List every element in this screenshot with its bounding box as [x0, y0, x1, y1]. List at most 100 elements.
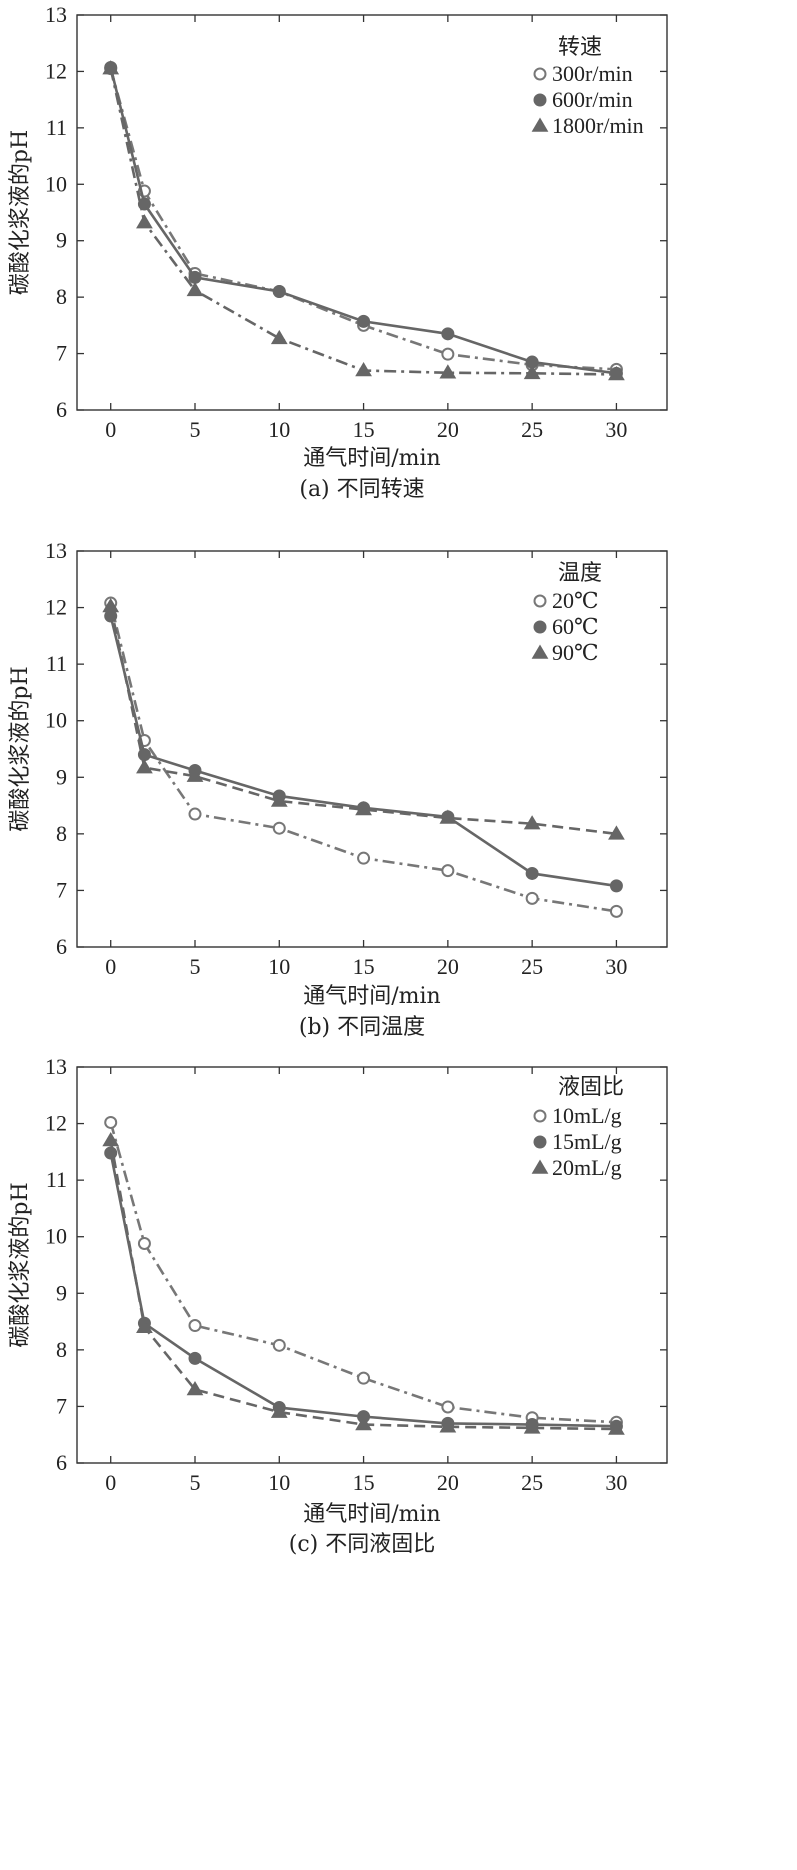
data-point — [439, 364, 457, 379]
x-tick-label: 15 — [353, 1470, 375, 1495]
x-tick-label: 15 — [353, 417, 375, 442]
y-tick-label: 8 — [56, 1337, 67, 1362]
data-point — [102, 597, 120, 613]
y-tick-label: 9 — [56, 228, 67, 253]
y-tick-label: 11 — [46, 651, 67, 676]
data-point — [188, 1319, 202, 1333]
x-axis-label: 通气时间/min — [303, 1502, 440, 1527]
data-point — [357, 1371, 371, 1385]
chart-panel-0: 6 7 8 9 10 11 12 13 0 5 10 15 20 25 30 通气时间/min 碳酸化浆液的pH… — [8, 2, 668, 502]
legend-marker — [533, 67, 547, 81]
plot-frame — [76, 1066, 668, 1464]
data-point — [441, 1400, 455, 1414]
y-tick-label: 9 — [56, 764, 67, 789]
data-point — [355, 362, 372, 377]
series-line — [109, 68, 617, 376]
data-point — [137, 1237, 151, 1251]
y-tick-label: 12 — [45, 1111, 67, 1136]
data-point — [272, 821, 286, 835]
legend-marker — [531, 644, 549, 659]
data-point — [188, 1351, 202, 1365]
legend-entry: 60℃ — [552, 614, 599, 639]
x-tick-label: 30 — [605, 417, 627, 442]
legend-entry: 300r/min — [552, 61, 633, 86]
chart-panel-2: 6 7 8 9 10 11 12 13 0 5 10 15 20 25 30 通气时间/min 碳酸化浆液的pH… — [8, 1054, 668, 1557]
series-line — [109, 1152, 617, 1428]
y-tick-label: 10 — [45, 171, 67, 196]
series-0 — [104, 1115, 623, 1429]
chart-panel-1: 6 7 8 9 10 11 12 13 0 5 10 15 20 25 30 通气时间/min 碳酸化浆液的pH… — [8, 538, 668, 1040]
series-line — [109, 602, 617, 913]
data-point — [439, 1418, 457, 1433]
data-point — [104, 1115, 118, 1129]
x-tick-label: 10 — [268, 954, 290, 979]
legend-marker — [533, 93, 547, 107]
plot-frame — [76, 14, 668, 411]
x-tick-label: 5 — [190, 417, 201, 442]
series-1 — [104, 609, 623, 893]
data-point — [608, 825, 625, 840]
legend-entry: 10mL/g — [552, 1103, 622, 1128]
x-tick-label: 20 — [437, 1470, 459, 1495]
legend-entry: 90℃ — [552, 640, 599, 665]
data-point — [270, 792, 288, 807]
data-point — [525, 866, 539, 880]
data-point — [270, 1403, 288, 1418]
x-tick-label: 20 — [437, 954, 459, 979]
y-tick-label: 7 — [56, 341, 67, 366]
data-point — [137, 748, 151, 762]
y-axis-label: 碳酸化浆液的pH — [8, 130, 33, 295]
series-line — [109, 1122, 617, 1424]
data-point — [609, 879, 623, 893]
legend-marker — [533, 620, 547, 634]
y-tick-label: 10 — [45, 708, 67, 733]
data-point — [523, 364, 541, 380]
x-tick-label: 20 — [437, 417, 459, 442]
x-axis-label: 通气时间/min — [303, 984, 440, 1009]
panel-caption: (c) 不同液固比 — [289, 1532, 435, 1557]
data-point — [355, 1416, 372, 1431]
y-tick-label: 12 — [45, 58, 67, 83]
legend-title: 转速 — [558, 35, 602, 60]
y-tick-label: 12 — [45, 595, 67, 620]
data-point — [357, 851, 371, 865]
series-2 — [102, 60, 625, 381]
data-point — [441, 347, 455, 361]
data-point — [523, 1419, 541, 1434]
data-point — [272, 1338, 286, 1352]
data-point — [188, 807, 202, 821]
series-line — [109, 68, 617, 371]
x-tick-label: 25 — [521, 417, 543, 442]
data-point — [137, 197, 151, 211]
y-tick-label: 7 — [56, 877, 67, 902]
series-0 — [104, 62, 623, 376]
legend-marker — [531, 117, 549, 132]
data-point — [136, 759, 153, 774]
y-tick-label: 11 — [46, 1167, 67, 1192]
series-1 — [104, 1146, 623, 1433]
y-axis-label: 碳酸化浆液的pH — [8, 1182, 33, 1347]
y-tick-label: 6 — [56, 397, 67, 422]
y-tick-label: 6 — [56, 1450, 67, 1475]
data-point — [357, 314, 371, 328]
legend-entry: 1800r/min — [552, 113, 644, 138]
x-tick-label: 15 — [353, 954, 375, 979]
y-tick-label: 6 — [56, 934, 67, 959]
data-point — [186, 281, 204, 297]
data-point — [441, 864, 455, 878]
data-point — [439, 809, 457, 824]
series-line — [109, 1140, 617, 1431]
legend-marker — [533, 594, 547, 608]
data-point — [102, 60, 120, 75]
series-line — [109, 67, 617, 375]
x-tick-label: 0 — [105, 417, 116, 442]
legend-marker — [533, 1135, 547, 1149]
x-axis-label: 通气时间/min — [303, 446, 440, 471]
x-tick-label: 5 — [190, 1470, 201, 1495]
x-tick-label: 25 — [521, 954, 543, 979]
legend-entry: 15mL/g — [552, 1129, 622, 1154]
legend-title: 温度 — [558, 561, 602, 586]
legend-entry: 600r/min — [552, 87, 633, 112]
